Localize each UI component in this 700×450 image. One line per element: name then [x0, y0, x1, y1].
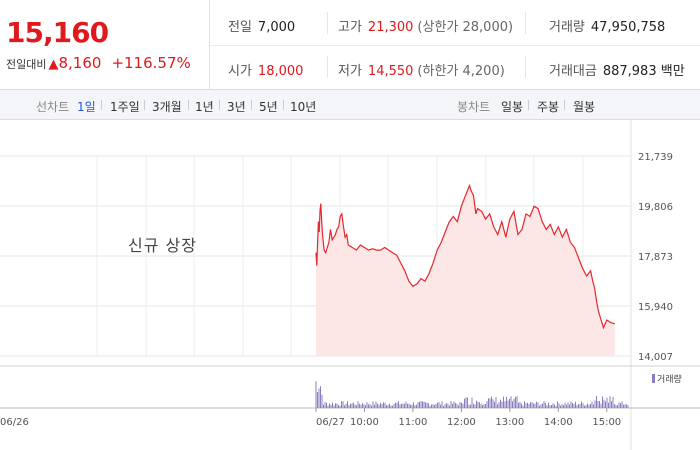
y-axis-tick-label: 21,739	[638, 152, 673, 163]
candle-chart-title: 봉차트	[457, 100, 491, 114]
weekly-candle-button[interactable]: 주봉	[537, 100, 560, 114]
trade-value-amount: 887,983 백만	[602, 64, 685, 79]
price-area-fill	[316, 185, 615, 356]
divider	[564, 100, 565, 110]
x-axis-tick-label: 11:00	[399, 417, 428, 428]
header-row-divider	[210, 45, 700, 46]
period-10y-button[interactable]: 10년	[290, 100, 317, 114]
low-price-value: 14,550	[367, 64, 414, 79]
price-change: 전일대비 ▲8,160 +116.57%	[6, 54, 191, 72]
divider	[283, 100, 284, 110]
volume: 거래량 47,950,758	[549, 20, 666, 35]
divider	[144, 100, 145, 110]
divider	[327, 56, 328, 78]
price-panel: 15,160 전일대비 ▲8,160 +116.57%	[0, 0, 210, 90]
prev-close-value: 7,000	[257, 20, 296, 35]
up-arrow-icon: ▲	[48, 57, 59, 72]
lower-limit: (하한가 4,200)	[417, 64, 505, 79]
period-3m-button[interactable]: 3개월	[152, 100, 182, 114]
price-chart-canvas: 21,739 19,806 17,873 15,940 14,007 06/26 06/27…	[0, 120, 700, 450]
x-axis-tick-label: 12:00	[447, 417, 476, 428]
volume-value: 47,950,758	[590, 20, 666, 35]
x-axis-tick-label: 10:00	[350, 417, 379, 428]
chart-period-bar: 선차트 1일 1주일 3개월 1년 3년 5년 10년 봉차트 일봉 주봉 월봉	[0, 90, 700, 120]
divider	[251, 100, 252, 110]
change-percent: +116.57%	[111, 54, 191, 72]
x-axis-tick-label: 14:00	[544, 417, 573, 428]
period-3y-button[interactable]: 3년	[227, 100, 246, 114]
upper-limit: (상한가 28,000)	[417, 20, 514, 35]
open-price: 시가 18,000	[228, 64, 304, 79]
divider	[525, 56, 526, 78]
y-axis-tick-label: 19,806	[638, 202, 673, 213]
x-axis-tick-label: 15:00	[592, 417, 621, 428]
new-listing-notice: 신규 상장	[128, 236, 197, 255]
period-1d-button[interactable]: 1일	[77, 100, 96, 114]
x-axis-tick-label: 06/27	[316, 417, 345, 428]
daily-candle-button[interactable]: 일봉	[501, 100, 524, 114]
divider	[528, 100, 529, 110]
price-line	[315, 183, 615, 330]
high-price: 고가 21,300 (상한가 28,000)	[338, 20, 514, 35]
price-chart: 21,739 19,806 17,873 15,940 14,007 06/26 06/27…	[0, 120, 700, 450]
open-price-value: 18,000	[257, 64, 304, 79]
y-axis-tick-label: 17,873	[638, 252, 673, 263]
period-1y-button[interactable]: 1년	[195, 100, 214, 114]
change-label: 전일대비	[6, 58, 47, 71]
y-axis-tick-label: 15,940	[638, 302, 673, 313]
low-price: 저가 14,550 (하한가 4,200)	[338, 64, 505, 79]
x-axis-tick-label: 06/26	[0, 417, 29, 428]
change-value: 8,160	[58, 54, 102, 72]
current-price: 15,160	[6, 16, 109, 49]
line-chart-title: 선차트	[36, 100, 70, 114]
trade-value: 거래대금 887,983 백만	[549, 64, 685, 79]
volume-legend-swatch	[652, 374, 655, 383]
y-axis-tick-label: 14,007	[638, 352, 673, 363]
period-1w-button[interactable]: 1주일	[110, 100, 140, 114]
divider	[101, 100, 102, 110]
divider	[219, 100, 220, 110]
monthly-candle-button[interactable]: 월봉	[573, 100, 596, 114]
divider	[525, 12, 526, 34]
x-axis-tick-label: 13:00	[495, 417, 524, 428]
divider	[327, 12, 328, 34]
period-5y-button[interactable]: 5년	[259, 100, 278, 114]
prev-close: 전일 7,000	[228, 20, 296, 35]
stock-summary-header: 15,160 전일대비 ▲8,160 +116.57% 전일 7,000 고가 21,3…	[0, 0, 700, 90]
divider	[188, 100, 189, 110]
high-price-value: 21,300	[367, 20, 414, 35]
volume-legend: 거래량	[652, 372, 682, 385]
